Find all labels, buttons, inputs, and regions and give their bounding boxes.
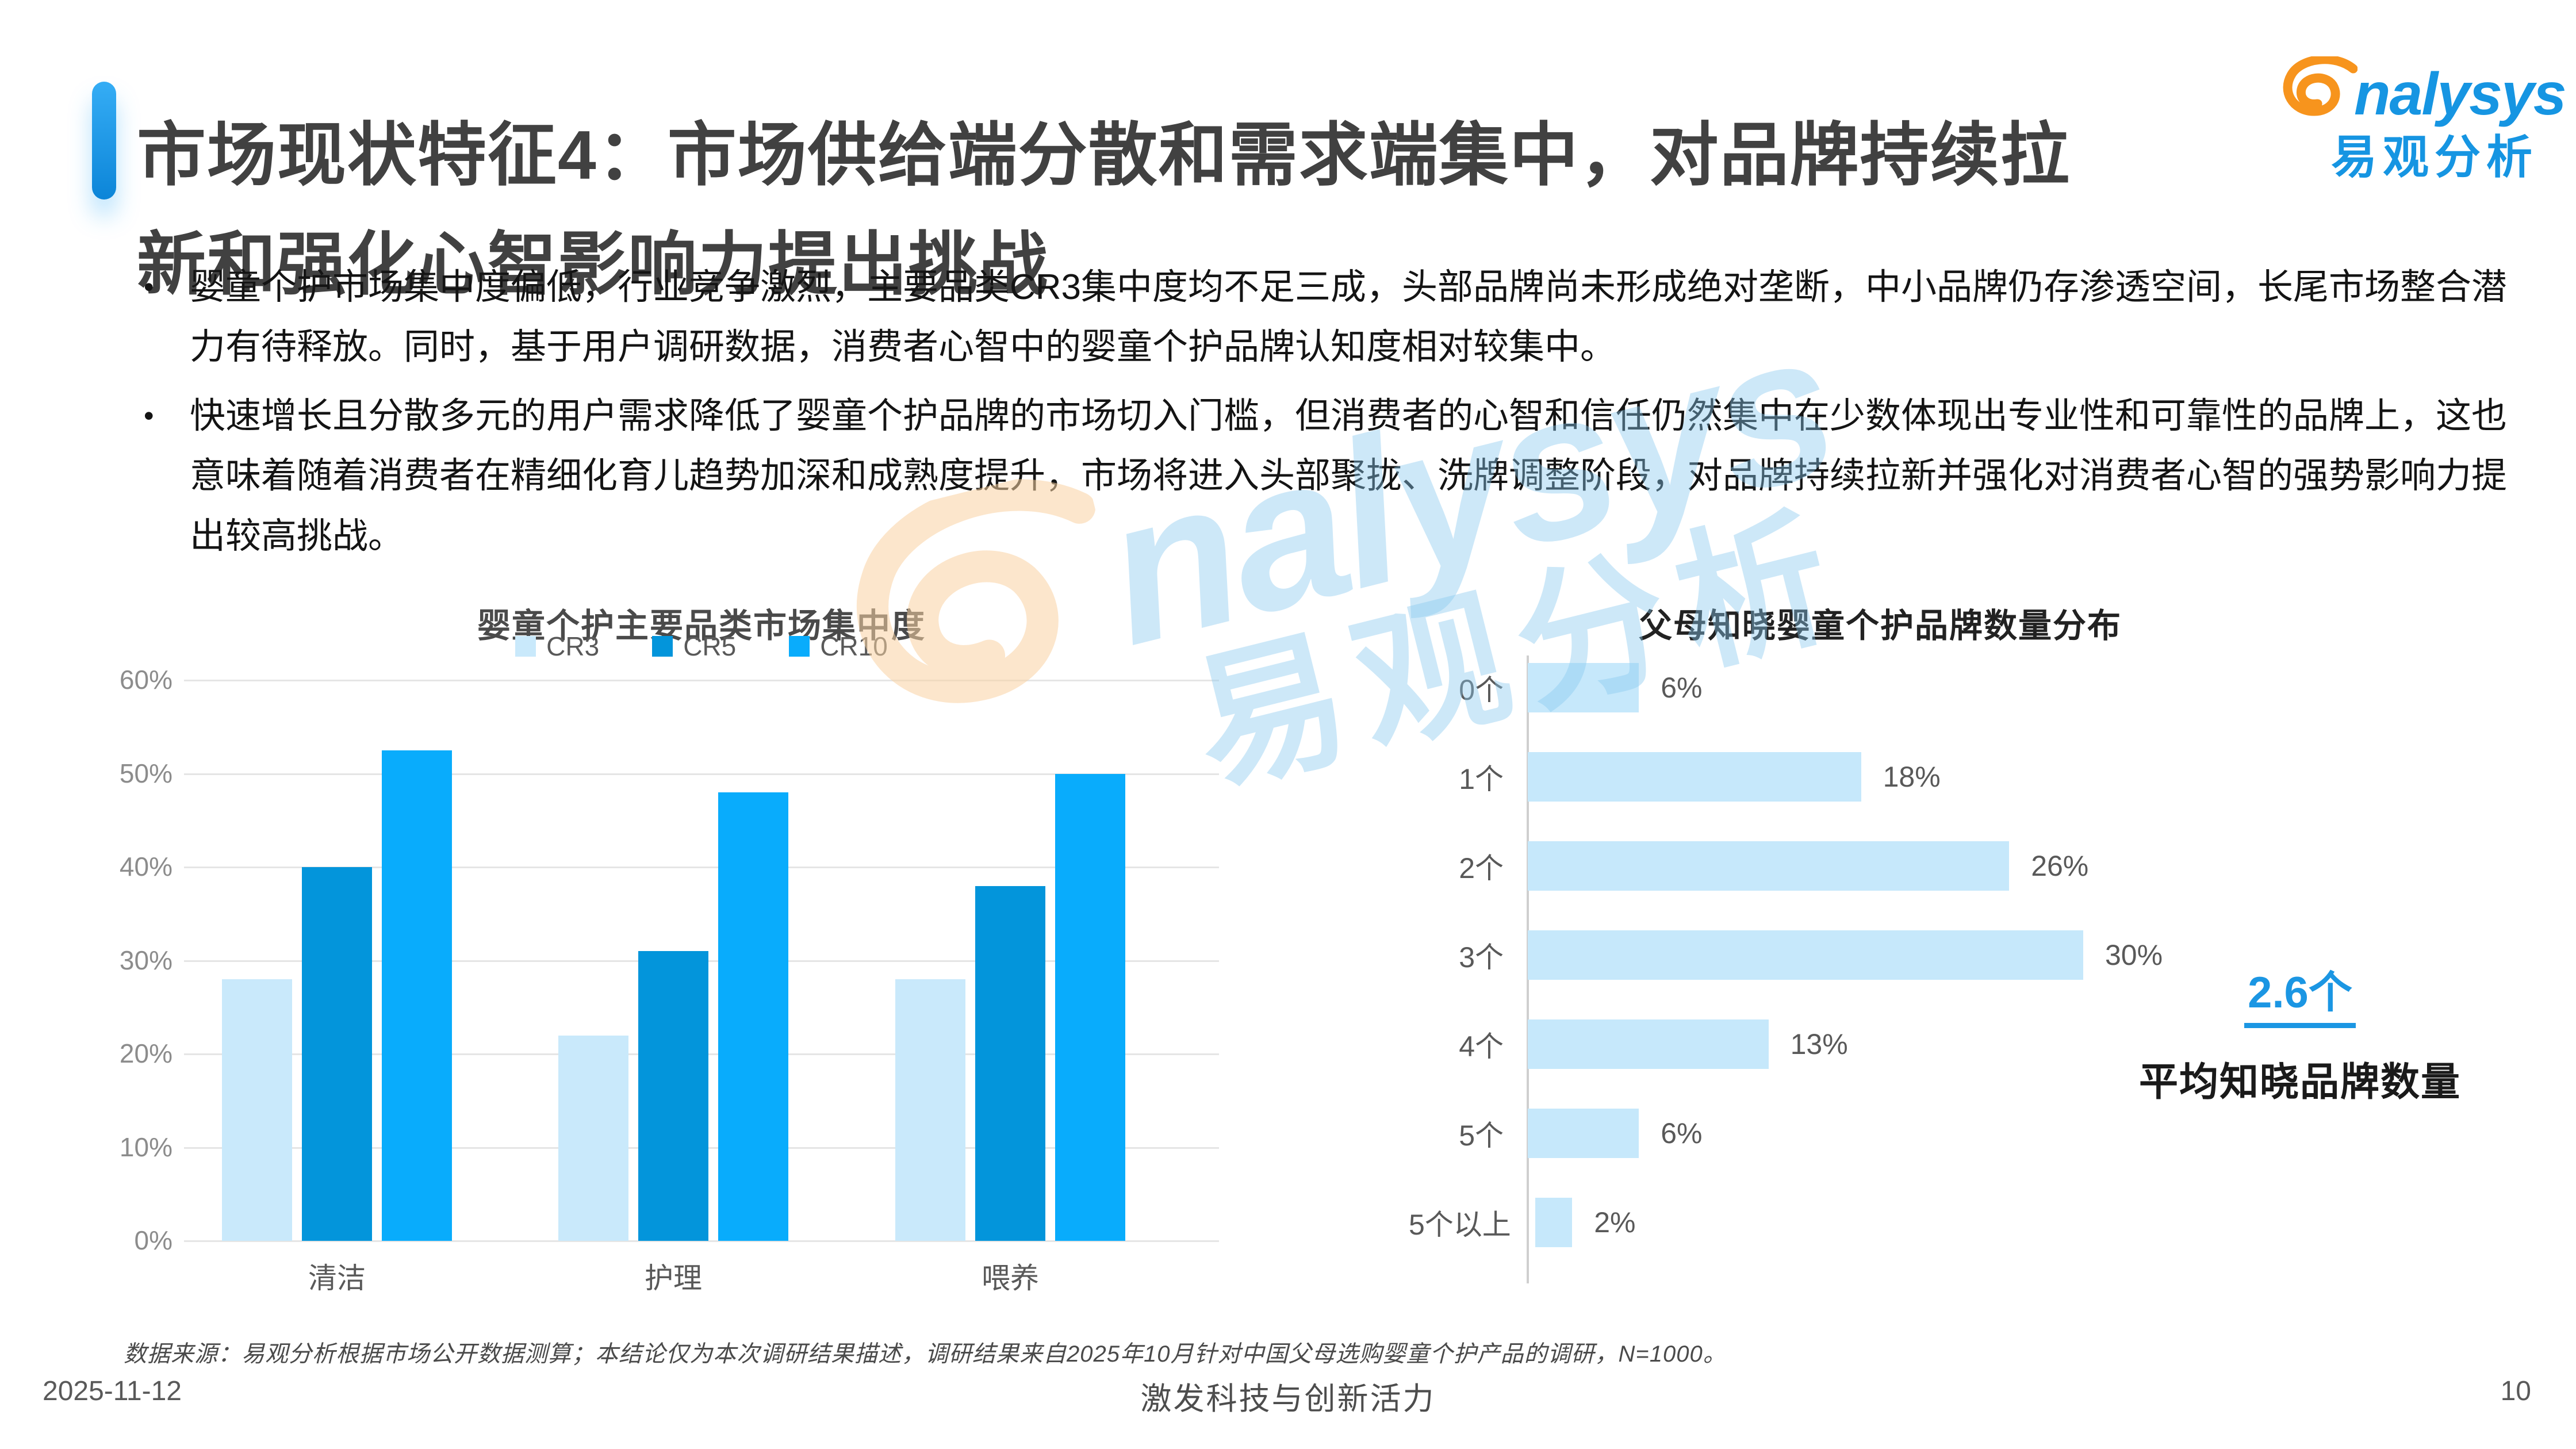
footer-slogan: 激发科技与创新活力 (1140, 1382, 1436, 1416)
bullet-dot: • (144, 271, 154, 303)
gridline (184, 867, 1219, 868)
bullet-text-2: 快速增长且分散多元的用户需求降低了婴童个护品牌的市场切入门槛，但消费者的心智和信… (190, 396, 2508, 556)
bar-group-护理 (558, 680, 788, 1241)
hbar-value-label: 26% (2031, 849, 2089, 882)
y-axis-tick-label: 20% (119, 1038, 172, 1068)
x-axis-category-label: 护理 (645, 1262, 702, 1294)
legend-swatch (652, 636, 673, 657)
bar-清洁-cr3 (222, 979, 292, 1241)
chart-right-title: 父母知晓婴童个护品牌数量分布 (1638, 607, 2122, 645)
hbar-category-label: 0个 (1459, 673, 1504, 706)
legend-item-cr3: CR3 (515, 631, 599, 662)
average-label: 平均知晓品牌数量 (2138, 1060, 2461, 1104)
bullet-item-2: • 快速增长且分散多元的用户需求降低了婴童个护品牌的市场切入门槛，但消费者的心智… (144, 386, 2513, 566)
hbar-5个以上 (1535, 1197, 1573, 1247)
source-note: 数据来源：易观分析根据市场公开数据测算；本结论仅为本次调研结果描述，调研结果来自… (124, 1341, 1727, 1367)
hbar-value-label: 13% (1790, 1028, 1848, 1060)
chart-left-title: 婴童个护主要品类市场集中度 (477, 607, 926, 645)
hbar-category-label: 5个以上 (1409, 1208, 1511, 1241)
footer-page-number: 10 (2500, 1376, 2531, 1406)
chart-left-plot: 0% 10% 20% 30% 40% 50% 60% 清洁 护理 喂养 (120, 665, 1219, 1294)
x-axis-category-label: 清洁 (308, 1262, 366, 1294)
hbar-row-5个以上: 5个以上 2% (1409, 1178, 2386, 1267)
hbar-3个 (1528, 930, 2083, 980)
hbar-1个 (1528, 752, 1861, 802)
hbar-5个 (1528, 1108, 1639, 1158)
hbar-row-2个: 2个 26% (1409, 821, 2386, 910)
hbar-row-1个: 1个 18% (1409, 732, 2386, 821)
hbar-value-label: 18% (1883, 760, 1941, 793)
y-axis-tick-label: 0% (134, 1225, 172, 1255)
hbar-0个 (1528, 662, 1639, 712)
bar-护理-cr3 (558, 1035, 628, 1241)
hbar-value-label: 30% (2105, 938, 2163, 971)
hbar-value-label: 6% (1661, 1117, 1703, 1149)
logo-brand-cn: 易观分析 (2331, 132, 2538, 183)
bar-喂养-cr5 (975, 885, 1045, 1241)
legend-swatch (515, 636, 536, 657)
page-title-line2: 新和强化心智影响力提出挑战 (137, 225, 1049, 303)
logo-brand-latin: nalysys (2354, 61, 2567, 128)
bar-喂养-cr3 (895, 979, 965, 1241)
bullet-text-1: 婴童个护市场集中度偏低，行业竞争激烈，主要品类CR3集中度均不足三成，头部品牌尚… (190, 267, 2508, 367)
legend-label: CR10 (820, 631, 888, 661)
page-title-line1: 市场现状特征4：市场供给端分散和需求端集中，对品牌持续拉 (137, 117, 2071, 194)
hbar-category-label: 1个 (1459, 762, 1504, 795)
hbar-category-label: 4个 (1459, 1030, 1504, 1063)
bar-group-喂养 (895, 680, 1125, 1241)
legend-item-cr10: CR10 (789, 631, 888, 662)
bar-护理-cr10 (718, 792, 788, 1241)
legend-label: CR3 (546, 631, 600, 661)
chart-left-legend: CR3 CR5 CR10 (184, 631, 1219, 662)
hbar-row-5个: 5个 6% (1409, 1088, 2386, 1178)
footer-date: 2025-11-12 (43, 1376, 182, 1406)
gridline (184, 773, 1219, 775)
logo-swirl-icon (2283, 56, 2358, 116)
chart-right-rows: 0个 6% 1个 18% 2个 26% 3个 30% 4个 13% 5个 6% 5个以上 2% (1409, 643, 2386, 1267)
hbar-row-3个: 3个 30% (1409, 910, 2386, 999)
hbar-4个 (1528, 1019, 1769, 1069)
y-axis-tick-label: 50% (119, 758, 172, 788)
hbar-category-label: 2个 (1459, 852, 1504, 884)
bar-清洁-cr10 (382, 750, 452, 1241)
y-axis-tick-label: 60% (119, 665, 172, 695)
hbar-category-label: 5个 (1459, 1119, 1504, 1152)
title-accent-bar (92, 82, 116, 200)
gridline (184, 1240, 1219, 1242)
hbar-category-label: 3个 (1459, 941, 1504, 973)
y-axis-tick-label: 10% (119, 1132, 172, 1162)
legend-swatch (789, 636, 810, 657)
bullet-list: • 婴童个护市场集中度偏低，行业竞争激烈，主要品类CR3集中度均不足三成，头部品… (144, 258, 2513, 576)
legend-item-cr5: CR5 (652, 631, 736, 662)
x-axis-category-label: 喂养 (982, 1262, 1039, 1294)
bar-护理-cr5 (638, 951, 708, 1241)
bar-清洁-cr5 (302, 867, 372, 1241)
chart-market-concentration: 婴童个护主要品类市场集中度 CR3 CR5 CR10 0% 10% 20% 30% 40% 5… (115, 566, 1294, 1314)
y-axis-tick-label: 40% (119, 852, 172, 881)
hbar-2个 (1528, 841, 2010, 891)
hbar-row-4个: 4个 13% (1409, 999, 2386, 1088)
legend-label: CR5 (683, 631, 737, 661)
bullet-item-1: • 婴童个护市场集中度偏低，行业竞争激烈，主要品类CR3集中度均不足三成，头部品… (144, 258, 2513, 377)
gridline (184, 680, 1219, 681)
hbar-row-0个: 0个 6% (1409, 643, 2386, 732)
chart-brand-awareness: 父母知晓婴童个护品牌数量分布 0个 6% 1个 18% 2个 26% 3个 30% 4个 13% 5… (1409, 566, 2576, 1314)
average-value: 2.6个 (2244, 969, 2356, 1028)
hbar-value-label: 2% (1594, 1206, 1636, 1239)
bar-group-清洁 (222, 680, 452, 1241)
average-annotation: 2.6个 平均知晓品牌数量 (2122, 969, 2478, 1107)
hbar-value-label: 6% (1661, 671, 1703, 704)
bar-喂养-cr10 (1055, 773, 1125, 1241)
analysys-logo: nalysys 易观分析 (2271, 56, 2567, 183)
page-title: 市场现状特征4：市场供给端分散和需求端集中，对品牌持续拉 新和强化心智影响力提出挑… (137, 101, 2149, 319)
y-axis-tick-label: 30% (119, 945, 172, 975)
bullet-dot: • (144, 400, 154, 432)
